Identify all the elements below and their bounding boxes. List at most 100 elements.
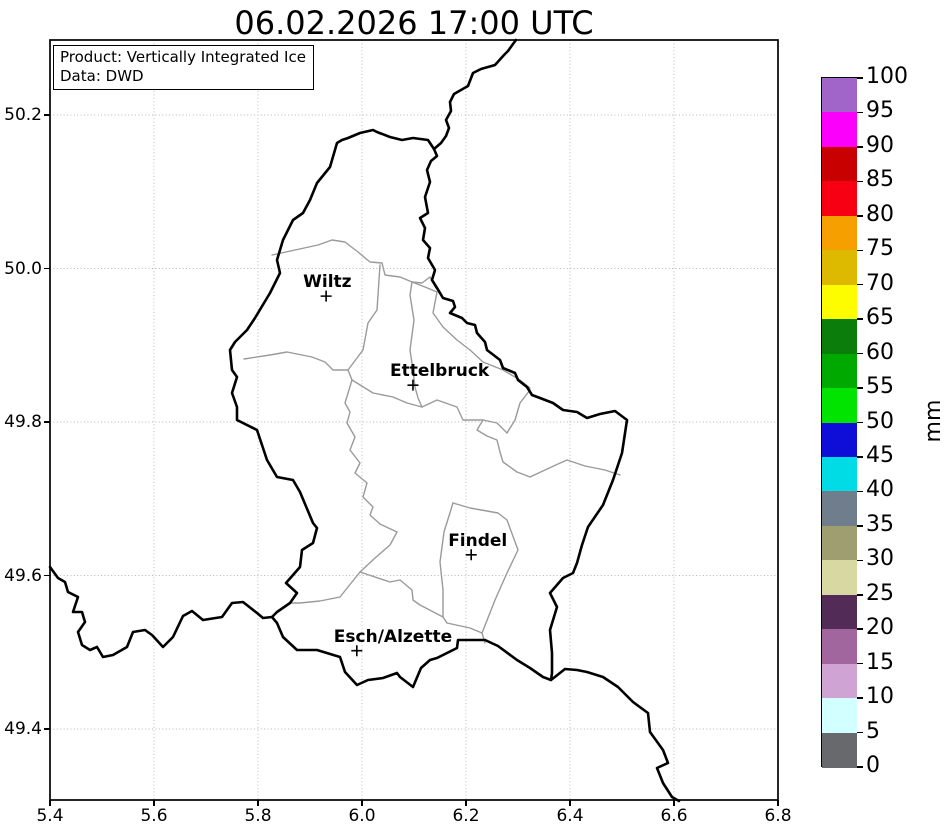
city-label: Esch/Alzette xyxy=(333,626,453,647)
colorbar-tick-mark xyxy=(857,421,863,424)
colorbar-tick-label: 75 xyxy=(866,236,894,262)
colorbar-segment xyxy=(822,525,857,561)
district-border-path xyxy=(506,389,531,434)
district-border-path xyxy=(359,571,486,644)
border-extension-southeast xyxy=(549,667,681,803)
x-tick-label: 5.6 xyxy=(140,806,168,826)
district-border-path xyxy=(439,502,454,618)
x-tick-mark xyxy=(153,800,155,806)
x-tick-mark xyxy=(777,800,779,806)
x-tick-mark xyxy=(465,800,467,806)
y-tick-mark xyxy=(44,114,50,116)
colorbar-segment xyxy=(822,146,857,182)
district-border-path xyxy=(452,502,519,634)
colorbar-tick-mark xyxy=(857,352,863,355)
colorbar-tick-mark xyxy=(857,525,863,527)
colorbar-tick-mark xyxy=(857,215,863,217)
colorbar-tick-mark xyxy=(857,456,863,458)
gridlines xyxy=(50,40,778,800)
y-tick-label: 50.0 xyxy=(4,258,42,279)
plot-frame xyxy=(49,39,779,801)
colorbar-tick-mark xyxy=(857,387,863,389)
data-source-line: Data: DWD xyxy=(60,67,144,85)
district-border-path xyxy=(409,281,423,408)
colorbar-segment xyxy=(822,698,857,734)
map-title: 06.02.2026 17:00 UTC xyxy=(234,4,594,42)
colorbar-segment xyxy=(822,422,857,458)
colorbar-segment xyxy=(822,112,857,148)
colorbar-tick-mark xyxy=(857,318,863,320)
colorbar-segment xyxy=(822,491,857,527)
district-borders xyxy=(243,239,621,644)
colorbar-segment xyxy=(822,250,857,286)
y-tick-mark xyxy=(44,267,50,270)
colorbar-tick-mark xyxy=(857,249,863,251)
x-tick-mark xyxy=(361,800,363,806)
x-tick-mark xyxy=(569,800,571,806)
x-tick-label: 6.0 xyxy=(348,806,376,826)
colorbar-tick-mark xyxy=(857,594,863,596)
x-tick-mark xyxy=(673,800,675,806)
border-extension-north xyxy=(432,38,518,151)
colorbar-tick-label: 70 xyxy=(866,270,894,296)
colorbar-tick-label: 50 xyxy=(866,408,894,434)
country-borders xyxy=(48,38,681,803)
colorbar-tick-label: 0 xyxy=(866,753,880,779)
colorbar-segment xyxy=(822,560,857,596)
colorbar-tick-label: 80 xyxy=(866,201,894,227)
colorbar-segment xyxy=(822,215,857,251)
colorbar-tick-mark xyxy=(857,111,863,114)
y-tick-mark xyxy=(44,574,50,577)
city-marker xyxy=(351,645,363,657)
colorbar-segment xyxy=(822,353,857,389)
district-border-path xyxy=(411,281,531,389)
colorbar-tick-mark xyxy=(857,283,863,286)
colorbar-segment xyxy=(822,388,857,424)
colorbar-tick-label: 95 xyxy=(866,98,894,124)
colorbar-tick-mark xyxy=(857,766,863,768)
colorbar-tick-label: 35 xyxy=(866,511,894,537)
colorbar-tick-mark xyxy=(857,628,863,630)
colorbar-segment xyxy=(822,319,857,355)
colorbar-segment xyxy=(822,732,857,768)
colorbar-tick-label: 45 xyxy=(866,442,894,468)
city-marker xyxy=(407,379,419,391)
colorbar-tick-mark xyxy=(857,662,863,665)
colorbar-segment xyxy=(822,284,857,320)
city-label: Findel xyxy=(448,530,508,551)
colorbar-segment xyxy=(822,456,857,492)
y-tick-label: 49.6 xyxy=(4,565,42,586)
district-border-path xyxy=(344,264,398,573)
colorbar-tick-label: 20 xyxy=(866,615,894,641)
colorbar-segment xyxy=(822,78,857,114)
colorbar-tick-label: 60 xyxy=(866,339,894,365)
colorbar-segment xyxy=(822,594,857,630)
colorbar-tick-label: 65 xyxy=(866,305,894,331)
district-border-path xyxy=(243,351,349,371)
colorbar-tick-label: 55 xyxy=(866,374,894,400)
district-border-path xyxy=(271,239,437,289)
x-tick-label: 5.8 xyxy=(244,806,272,826)
colorbar-tick-label: 25 xyxy=(866,580,894,606)
colorbar-tick-mark xyxy=(857,77,863,79)
y-tick-mark xyxy=(44,728,50,730)
city-label: Wiltz xyxy=(303,272,352,293)
city-label: Ettelbruck xyxy=(389,361,490,382)
product-info-box: Product: Vertically Integrated Ice Data:… xyxy=(53,45,314,90)
colorbar-tick-label: 15 xyxy=(866,649,894,675)
city-marker xyxy=(320,290,332,302)
product-line: Product: Vertically Integrated Ice xyxy=(60,48,306,66)
colorbar-tick-label: 40 xyxy=(866,477,894,503)
colorbar-tick-mark xyxy=(857,146,863,148)
colorbar-tick-mark xyxy=(857,731,863,734)
x-tick-label: 5.4 xyxy=(36,806,64,826)
colorbar-unit-label: mm xyxy=(920,399,946,443)
x-tick-label: 6.2 xyxy=(452,806,480,826)
colorbar-tick-label: 30 xyxy=(866,546,894,572)
x-tick-label: 6.6 xyxy=(660,806,688,826)
border-extension-southwest xyxy=(48,565,274,659)
colorbar-tick-label: 5 xyxy=(866,718,880,744)
district-border-path xyxy=(289,571,361,604)
colorbar-tick-label: 10 xyxy=(866,684,894,710)
